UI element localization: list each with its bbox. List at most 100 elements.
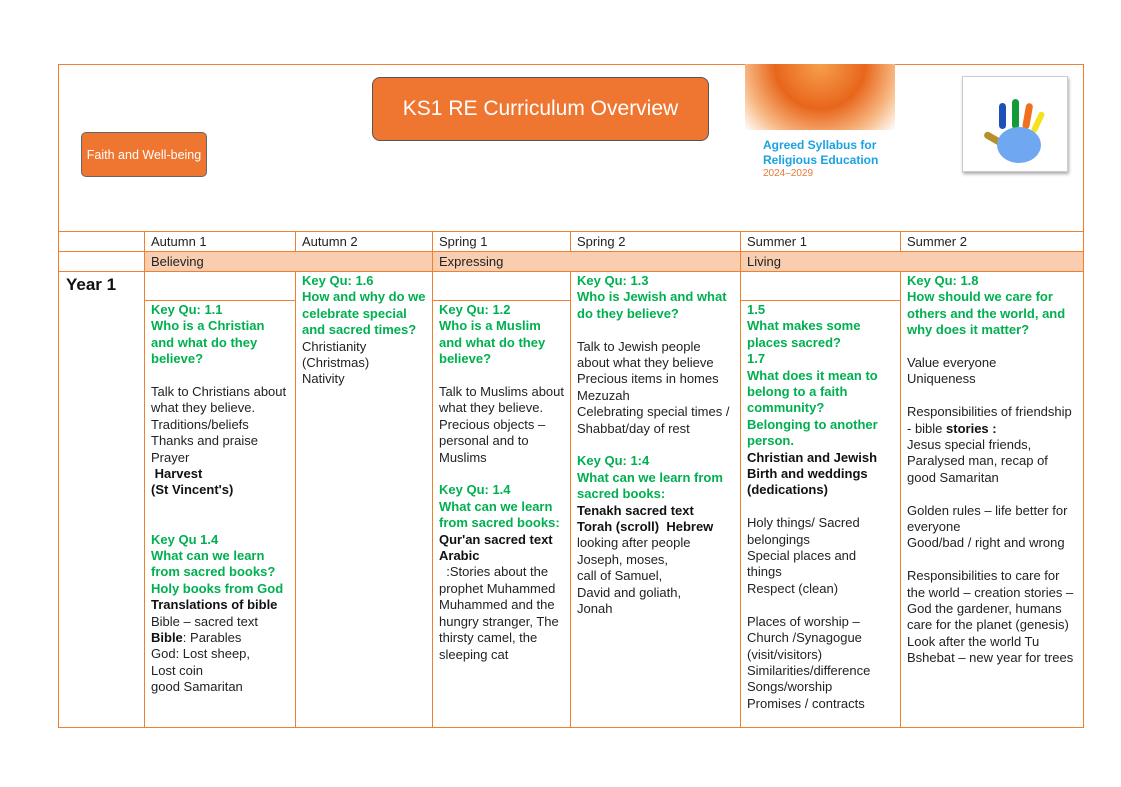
cell-autumn-1: Key Qu: 1.1 Who is a Christian and what d…: [145, 302, 295, 696]
cell-line: Look after the world Tu Bshebat – new ye…: [907, 633, 1074, 666]
divider: [295, 231, 296, 251]
spacer: [151, 499, 289, 515]
cell-line: God: Lost sheep,: [151, 646, 251, 662]
spacer: [439, 368, 564, 384]
spacer: [151, 515, 289, 531]
cell-line: :Stories about the prophet Muhammed: [439, 564, 556, 596]
divider: [740, 231, 741, 728]
cell-autumn-2: Key Qu: 1.6 How and why do we celebrate s…: [296, 273, 432, 388]
cell-line: Precious objects – personal and to Musli…: [439, 416, 549, 465]
cell-line: Golden rules – life better for everyone: [907, 502, 1072, 535]
spacer: [439, 466, 564, 482]
key-question: Holy books from God: [151, 580, 284, 596]
key-question: 1.7: [747, 351, 766, 367]
cell-line: (St Vincent's): [151, 482, 234, 498]
cell-line: Holy things/ Sacred belongings: [747, 515, 864, 547]
divider: [58, 251, 1084, 252]
divider: [740, 300, 900, 301]
cell-line: call of Samuel,: [577, 568, 663, 584]
divider: [58, 231, 1084, 232]
cell-summer-1: 1.5 What makes some places sacred? 1.7 What…: [741, 302, 900, 712]
term-spring-1: Spring 1: [439, 234, 488, 249]
divider: [432, 300, 570, 301]
cell-spring-1: Key Qu: 1.2 Who is a Muslim and what do t…: [433, 302, 570, 663]
key-question: What can we learn from sacred books:: [439, 498, 560, 531]
key-question: Belonging to another person.: [747, 416, 882, 449]
spacer: [151, 368, 289, 384]
cell-line: Talk to Muslims about what they believe.: [439, 384, 568, 416]
cell-line: Respect (clean): [747, 580, 839, 596]
term-summer-1: Summer 1: [747, 234, 807, 249]
key-question: Who is a Muslim and what do they believe…: [439, 318, 549, 367]
cell-line: Special places and things: [747, 548, 860, 580]
key-question: Key Qu: 1.4: [439, 482, 511, 498]
cell-line: Tenakh sacred text: [577, 502, 694, 518]
cell-line: Traditions/beliefs: [151, 416, 249, 432]
syllabus-years: 2024–2029: [763, 168, 814, 179]
cell-line: Responsibilities of friendship - bible s…: [907, 404, 1077, 437]
key-question: What makes some places sacred?: [747, 318, 865, 350]
spacer: [577, 322, 734, 338]
cell-line: Celebrating special times / Shabbat/day …: [577, 404, 734, 436]
cell-summer-2: Key Qu: 1.8 How should we care for others…: [901, 273, 1083, 667]
divider: [295, 271, 296, 728]
cell-line: Talk to Jewish people about what they be…: [577, 338, 714, 371]
spacer: [577, 437, 734, 453]
hand-logo-icon: [962, 76, 1068, 172]
cell-line: Nativity: [302, 371, 345, 387]
term-autumn-2: Autumn 2: [302, 234, 358, 249]
cell-line: Torah (scroll) Hebrew: [577, 519, 714, 535]
key-question: Key Qu: 1.6: [302, 273, 374, 288]
divider: [570, 231, 571, 251]
cell-line: Christian and Jewish Birth and weddings …: [747, 449, 881, 498]
theme-believing: Believing: [151, 254, 204, 269]
year-label: Year 1: [66, 275, 117, 294]
cell-line: Harvest: [151, 466, 203, 482]
term-autumn-1: Autumn 1: [151, 234, 207, 249]
key-question: Key Qu: 1.1: [151, 302, 223, 317]
key-question: What can we learn from sacred books?: [151, 548, 276, 580]
cell-line: Bible – sacred text: [151, 613, 258, 629]
divider: [144, 300, 295, 301]
divider: [432, 231, 433, 728]
theme-living: Living: [747, 254, 781, 269]
theme-expressing: Expressing: [439, 254, 504, 269]
cell-line: Qur'an sacred text Arabic: [439, 531, 556, 564]
cell-line: Prayer: [151, 449, 190, 465]
divider: [900, 231, 901, 251]
key-question: 1.5: [747, 302, 766, 317]
cell-line: Songs/worship: [747, 679, 833, 695]
key-question: Who is a Christian and what do they beli…: [151, 318, 269, 367]
text: Responsibilities of friendship - bible: [907, 404, 1072, 436]
key-question: How and why do we celebrate special and …: [302, 289, 430, 338]
cell-line: David and goliath,: [577, 584, 682, 600]
cell-spring-2: Key Qu: 1.3 Who is Jewish and what do the…: [571, 273, 740, 618]
cell-line: Jesus special friends, Paralysed man, re…: [907, 437, 1052, 485]
key-question: Key Qu: 1.3: [577, 273, 649, 288]
cell-line: Joseph, moses,: [577, 551, 669, 567]
term-spring-2: Spring 2: [577, 234, 626, 249]
cell-line: Similarities/difference: [747, 662, 871, 678]
cell-line: good Samaritan: [151, 679, 243, 695]
theme-row-bg: [145, 252, 1083, 271]
cell-line: Christianity (Christmas): [302, 338, 370, 371]
spacer: [747, 597, 894, 613]
cell-line: Good/bad / right and wrong: [907, 535, 1065, 551]
curriculum-table: [58, 64, 1084, 728]
cell-line: Bible: Parables: [151, 630, 289, 646]
cell-line: Promises / contracts: [747, 695, 865, 711]
spacer: [907, 552, 1077, 568]
cell-line: Translations of bible: [151, 597, 278, 613]
cell-line: Responsibilities to care for the world –…: [907, 568, 1081, 633]
cell-line: Jonah: [577, 601, 613, 617]
term-summer-2: Summer 2: [907, 234, 967, 249]
key-question: Who is Jewish and what do they believe?: [577, 289, 731, 321]
divider: [144, 231, 145, 728]
syllabus-title: Agreed Syllabus for Religious Education: [763, 138, 879, 167]
faith-wellbeing-badge: Faith and Well-being: [81, 132, 207, 177]
cell-line: Talk to Christians about what they belie…: [151, 384, 290, 416]
cell-line: Lost coin: [151, 662, 204, 678]
cell-line: Uniqueness: [907, 371, 976, 387]
text: : Parables: [182, 630, 242, 646]
cell-line: Muhammed and the hungry stranger, The th…: [439, 597, 563, 662]
